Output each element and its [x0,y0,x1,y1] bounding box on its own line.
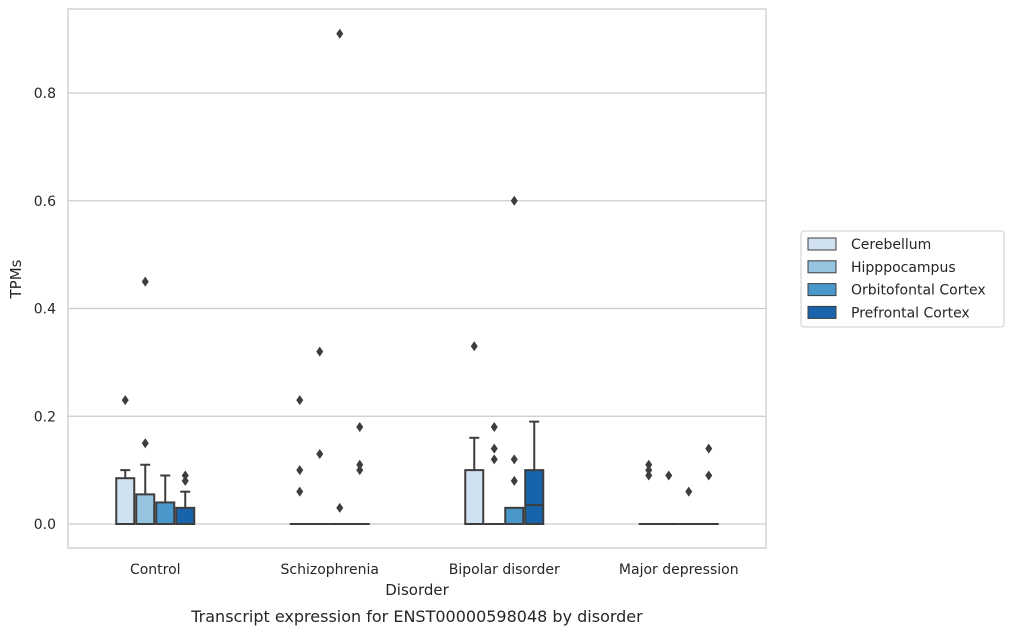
outlier-point [121,395,129,406]
box-body [464,469,485,525]
outlier-point [356,459,364,470]
box-3-0 [175,470,196,525]
outlier-point [181,470,189,481]
x-tick-label: Schizophrenia [281,562,379,578]
outlier-point [645,470,653,481]
box-2-1 [329,28,350,526]
x-axis-label: Disorder [385,581,449,599]
y-tick-label: 0.8 [34,86,56,102]
outlier-point [510,454,518,465]
outlier-point [490,454,498,465]
outlier-point [490,422,498,433]
box-body [524,469,545,525]
outlier-point [141,438,149,449]
legend-swatch [807,305,837,319]
box-0-3 [638,459,659,526]
outlier-point [336,28,344,39]
box-3-2 [524,420,545,525]
figure-caption: Transcript expression for ENST0000059804… [190,607,643,626]
legend-frame [800,230,1005,328]
outlier-point [665,470,673,481]
box-body [504,506,525,525]
y-tick-label: 0.2 [34,409,56,425]
outlier-point [296,395,304,406]
box-1-2 [484,422,505,526]
plot-area [115,28,719,526]
legend-label: Prefrontal Cortex [851,305,970,321]
outlier-point [356,422,364,433]
outlier-point [470,341,478,352]
y-tick-label: 0.6 [34,194,56,210]
outlier-point [510,195,518,206]
box-body [115,477,136,525]
outlier-point [490,443,498,454]
outlier-point [296,465,304,476]
y-tick-label: 0.4 [34,302,56,318]
box-2-0 [155,474,176,526]
box-3-1 [349,422,370,526]
box-1-0 [135,276,156,525]
outlier-point [296,486,304,497]
legend: Cerebellum Hipppocampus Orbitofontal Corte… [800,230,1005,328]
box-1-1 [309,346,330,526]
outlier-point [316,346,324,357]
box-0-2 [464,341,485,525]
outlier-point [685,486,693,497]
legend-swatch [807,237,837,251]
box-2-2 [504,195,525,525]
y-axis-label: TPMs [7,259,25,299]
box-3-3 [698,443,719,526]
outlier-point [181,475,189,486]
box-0-1 [289,395,310,526]
box-body [155,501,176,526]
x-tick-label: Control [130,562,181,578]
box-0-0 [115,395,136,525]
legend-swatch [807,260,837,274]
box-1-3 [658,470,679,526]
outlier-point [141,276,149,287]
legend-label: Cerebellum [851,237,931,253]
legend-label: Orbitofontal Cortex [851,283,986,299]
box-body [135,493,156,525]
x-tick-label: Major depression [619,562,739,578]
x-tick-label: Bipolar disorder [449,562,560,578]
legend-swatch [807,283,837,297]
outlier-point [356,465,364,476]
box-body [175,506,196,525]
outlier-point [705,470,713,481]
grid-lines [68,92,766,525]
x-axis-ticks: Control Schizophrenia Bipolar disorder Majo… [130,562,739,578]
outlier-point [316,448,324,459]
outlier-point [705,443,713,454]
y-axis-ticks: 0.0 0.2 0.4 0.6 0.8 [34,86,56,533]
outlier-point [336,502,344,513]
box-2-3 [678,486,699,526]
y-tick-label: 0.0 [34,517,56,533]
legend-items: Cerebellum Hipppocampus Orbitofontal Corte… [807,237,986,321]
outlier-point [510,475,518,486]
legend-label: Hipppocampus [851,260,956,276]
outlier-point [645,465,653,476]
plot-frame [67,8,767,549]
outlier-point [645,459,653,470]
